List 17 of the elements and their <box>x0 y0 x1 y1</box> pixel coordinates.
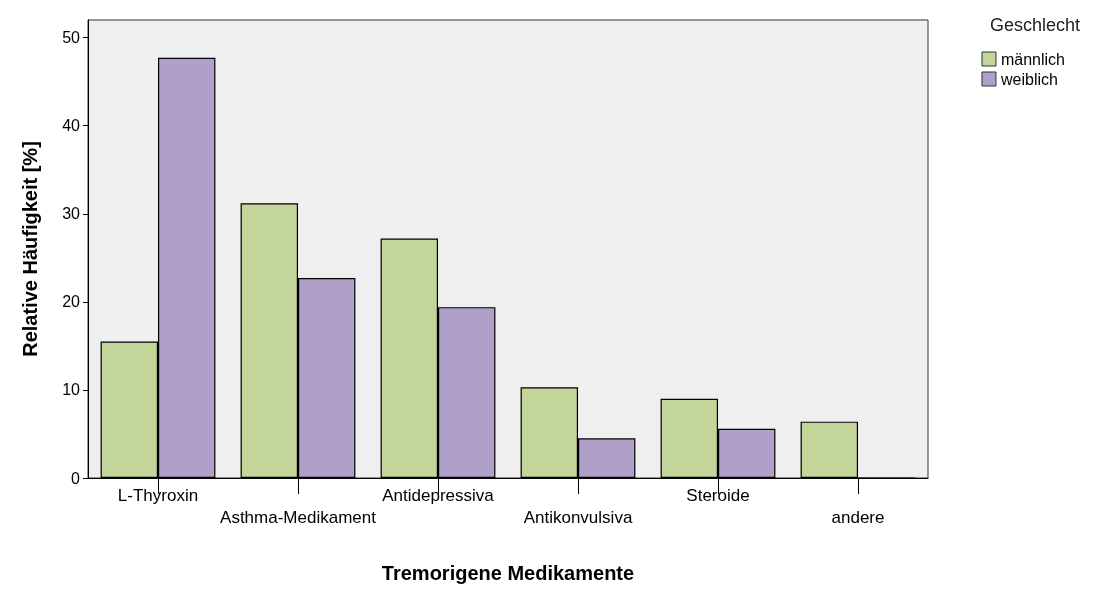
x-tick-label: L-Thyroxin <box>117 485 199 505</box>
y-tick-label: 50 <box>62 29 81 47</box>
x-tick-label: Steroide <box>686 485 750 505</box>
y-tick-label: 30 <box>62 205 81 223</box>
legend-label: männlich <box>1000 50 1065 68</box>
y-tick-label: 20 <box>62 293 81 311</box>
legend-title: Geschlecht <box>989 15 1080 35</box>
legend-label: weiblich <box>999 70 1058 88</box>
x-tick-label: Antikonvulsiva <box>523 507 633 527</box>
x-tick-label: Asthma-Medikament <box>220 507 377 527</box>
x-tick-label: Antidepressiva <box>382 485 495 505</box>
x-axis-title: Tremorigene Medikamente <box>381 562 635 584</box>
y-tick-label: 40 <box>62 117 81 135</box>
y-tick-label: 10 <box>62 381 81 399</box>
y-tick-label: 0 <box>71 469 81 487</box>
x-tick-label: andere <box>831 507 885 527</box>
y-axis-title: Relative Häufigkeit [%] <box>19 141 41 357</box>
